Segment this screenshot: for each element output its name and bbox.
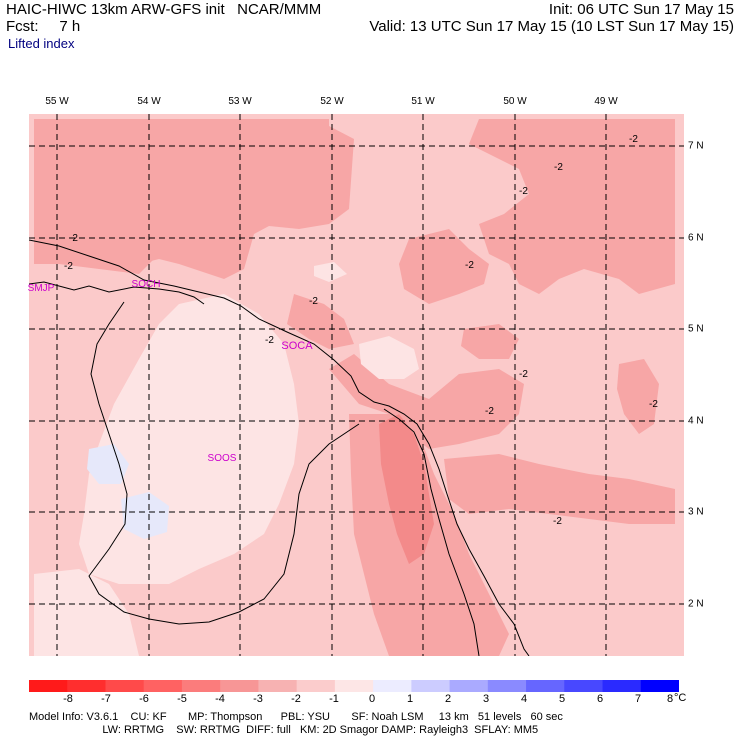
scale-swatch — [181, 680, 221, 692]
scale-swatch — [143, 680, 183, 692]
scale-label: 3 — [482, 693, 490, 705]
model-info-line-2: LW: RRTMG SW: RRTMG DIFF: full KM: 2D Sm… — [29, 724, 539, 736]
valid-time: Valid: 13 UTC Sun 17 May 15 (10 LST Sun … — [369, 18, 734, 35]
scale-label: -5 — [177, 693, 187, 705]
model-info-line-1: Model Info: V3.6.1 CU: KF MP: Thompson P… — [29, 711, 563, 723]
scale-label: 1 — [406, 693, 414, 705]
contour-label: -2 — [265, 335, 274, 346]
scale-swatch — [334, 680, 374, 692]
longitude-label: 51 W — [411, 96, 435, 107]
scale-label: -7 — [101, 693, 111, 705]
scale-label: -3 — [253, 693, 263, 705]
scale-label: -1 — [329, 693, 339, 705]
coastlines-borders — [29, 239, 530, 656]
latitude-label: 6 N — [688, 232, 704, 244]
lifted-index-map: -2 -2 -2 -2 -2 -2 -2 -2 -2 -2 -2 -2 — [29, 114, 684, 656]
station-label: SOOS — [207, 453, 237, 464]
scale-swatch — [564, 680, 604, 692]
longitude-label: 53 W — [228, 96, 252, 107]
scale-label: 5 — [558, 693, 566, 705]
lifted-index-region-minus-2-southeast — [444, 454, 675, 524]
lifted-index-region-minus-2-central — [399, 229, 489, 304]
scale-swatch — [526, 680, 565, 692]
scale-swatch — [258, 680, 298, 692]
latitude-label: 3 N — [688, 506, 704, 518]
lifted-index-region-minus-3-core — [379, 414, 434, 564]
latitude-label: 2 N — [688, 598, 704, 610]
scale-label: 4 — [520, 693, 528, 705]
scale-swatch — [449, 680, 489, 692]
scale-label: 6 — [596, 693, 604, 705]
scale-label: 7 — [634, 693, 642, 705]
latitude-label: 7 N — [688, 140, 704, 152]
scale-swatch — [29, 680, 68, 692]
scale-swatch — [640, 680, 679, 692]
scale-swatch — [411, 680, 451, 692]
color-scale-bar — [29, 680, 679, 692]
contour-label: -2 — [309, 296, 318, 307]
scale-swatch — [373, 680, 412, 692]
contour-label: -2 — [649, 399, 658, 410]
forecast-hour: Fcst: 7 h — [6, 18, 81, 35]
field-name: Lifted index — [8, 36, 75, 51]
lifted-index-region-minus-2-soca — [287, 294, 354, 349]
longitude-label: 55 W — [45, 96, 69, 107]
longitude-label: 50 W — [503, 96, 527, 107]
lifted-index-region-positive-south — [121, 492, 169, 539]
scale-swatch — [602, 680, 642, 692]
scale-label: 8 — [666, 693, 674, 705]
longitude-label: 52 W — [320, 96, 344, 107]
scale-swatch — [105, 680, 145, 692]
lifted-index-region-minus-2-far-east — [617, 359, 659, 434]
contour-label: -2 — [629, 134, 638, 145]
longitude-label: 54 W — [137, 96, 161, 107]
scale-swatch — [296, 680, 336, 692]
lat-lon-grid — [29, 114, 684, 656]
contour-label: -2 — [64, 261, 73, 272]
contour-label: -2 — [553, 516, 562, 527]
station-label: SOCA — [281, 340, 313, 352]
longitude-label: 49 W — [594, 96, 618, 107]
contour-label: -2 — [519, 369, 528, 380]
lifted-index-region-minus-1-southwest — [34, 569, 139, 656]
lifted-index-region-positive-west — [87, 444, 129, 484]
station-label: SOCH — [131, 279, 161, 290]
scale-swatch — [487, 680, 527, 692]
lifted-index-region-minus-2-offshore — [461, 324, 519, 359]
scale-label: -2 — [291, 693, 301, 705]
contour-label: -2 — [554, 162, 563, 173]
lifted-index-region-minus-1-small — [314, 262, 347, 282]
latitude-label: 4 N — [688, 415, 704, 427]
scale-label: -6 — [139, 693, 149, 705]
scale-swatch — [67, 680, 106, 692]
scale-label: -8 — [63, 693, 73, 705]
latitude-label: 5 N — [688, 323, 704, 335]
scale-label: 0 — [368, 693, 376, 705]
lifted-index-region-minus-2-west-coast — [34, 224, 159, 274]
scale-label: 2 — [444, 693, 452, 705]
lifted-index-region-minus-1-coastal — [359, 336, 419, 379]
map-title: HAIC-HIWC 13km ARW-GFS init NCAR/MMM — [6, 1, 322, 18]
contour-label: -2 — [69, 233, 78, 244]
contour-label: -2 — [519, 186, 528, 197]
init-time: Init: 06 UTC Sun 17 May 15 — [548, 1, 734, 18]
scale-label: -4 — [215, 693, 225, 705]
scale-swatch — [220, 680, 259, 692]
station-label: SMJP — [27, 283, 55, 294]
scale-unit: °C — [674, 692, 687, 704]
contour-label: -2 — [485, 406, 494, 417]
contour-label: -2 — [465, 260, 474, 271]
lifted-index-region-minus-2-northeast — [469, 119, 675, 294]
